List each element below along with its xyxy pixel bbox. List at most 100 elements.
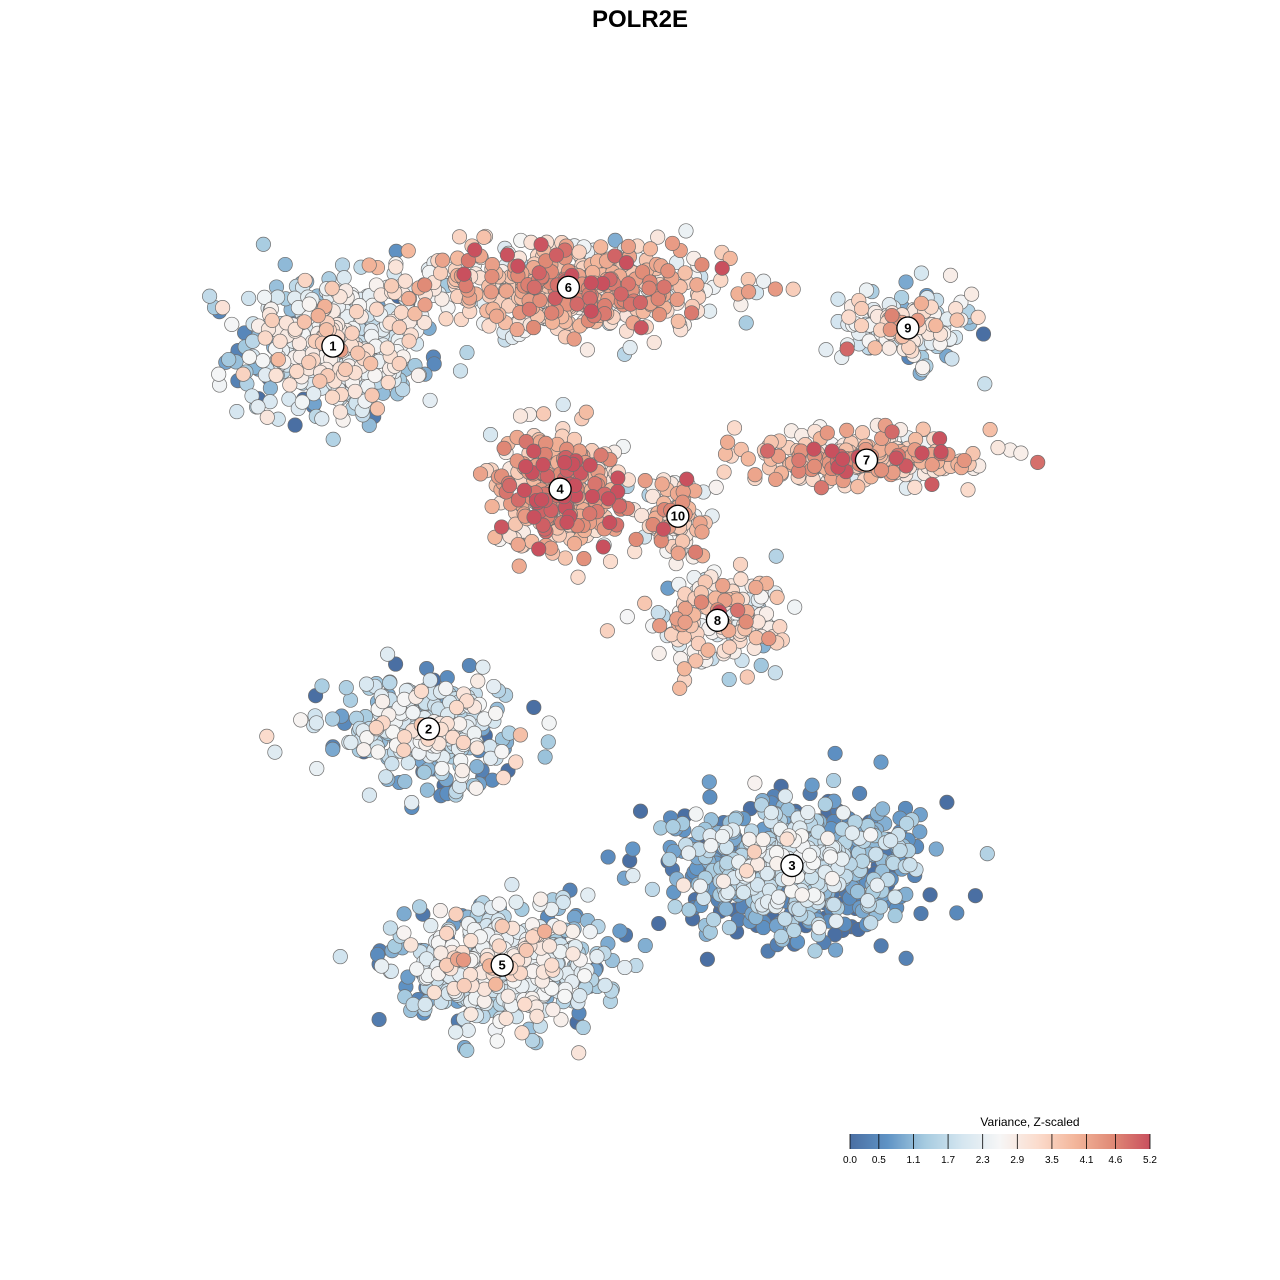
cell-point bbox=[544, 305, 560, 321]
cell-point bbox=[651, 915, 667, 932]
cell-point bbox=[361, 257, 377, 273]
cell-point bbox=[753, 657, 769, 673]
cell-point bbox=[701, 774, 717, 790]
cell-point bbox=[397, 273, 413, 289]
cell-point bbox=[526, 699, 542, 715]
cell-point bbox=[397, 729, 413, 745]
cell-point bbox=[363, 356, 379, 372]
cell-point bbox=[748, 630, 764, 646]
cell-point bbox=[494, 744, 510, 760]
cell-point bbox=[270, 351, 286, 368]
cell-point bbox=[306, 386, 322, 402]
cell-point bbox=[348, 304, 365, 320]
cell-point bbox=[489, 1033, 505, 1049]
cell-point bbox=[426, 984, 442, 1001]
cluster-label: 9 bbox=[904, 320, 911, 335]
cell-point bbox=[344, 325, 360, 341]
cell-point bbox=[881, 340, 897, 356]
cell-point bbox=[301, 354, 317, 370]
cell-point bbox=[531, 541, 547, 557]
cell-point bbox=[256, 289, 273, 305]
cell-point bbox=[687, 544, 704, 560]
cell-point bbox=[933, 444, 949, 460]
cell-point bbox=[548, 247, 565, 263]
cell-point bbox=[678, 223, 694, 239]
cell-point bbox=[644, 881, 660, 897]
cell-point bbox=[641, 280, 657, 296]
cell-point bbox=[582, 457, 598, 473]
cell-point bbox=[1030, 454, 1046, 470]
cell-point bbox=[267, 744, 283, 760]
cell-point bbox=[600, 491, 616, 507]
cell-point bbox=[800, 804, 816, 821]
cell-point bbox=[823, 849, 839, 865]
cell-point bbox=[652, 618, 668, 634]
cell-point bbox=[361, 787, 377, 803]
cell-point bbox=[912, 824, 928, 840]
cluster-label: 8 bbox=[714, 613, 721, 628]
cell-point bbox=[818, 342, 834, 358]
cell-point bbox=[533, 236, 549, 253]
cell-point bbox=[826, 772, 842, 789]
cell-point bbox=[694, 257, 710, 273]
cell-point bbox=[637, 473, 653, 489]
colorbar-tick-label: 0.5 bbox=[872, 1155, 886, 1166]
cell-point bbox=[470, 673, 486, 689]
cell-point bbox=[526, 279, 542, 295]
cell-point bbox=[336, 270, 352, 286]
colorbar-legend: Variance, Z-scaled 0.0 0.5 1.1 1.7 2.3 2.9 3.5… bbox=[843, 1115, 1157, 1166]
cell-point bbox=[760, 443, 776, 459]
cell-point bbox=[667, 899, 683, 915]
cell-point bbox=[472, 466, 489, 482]
cell-point bbox=[531, 265, 547, 281]
cell-point bbox=[434, 252, 451, 268]
cell-point bbox=[294, 394, 310, 410]
cell-point bbox=[779, 831, 795, 847]
cell-point bbox=[894, 289, 910, 306]
cell-point bbox=[677, 265, 693, 281]
cell-point bbox=[807, 943, 823, 959]
cell-point bbox=[570, 569, 586, 585]
cell-point bbox=[607, 232, 623, 248]
cell-point bbox=[576, 551, 592, 567]
cell-point bbox=[811, 920, 827, 936]
cell-point bbox=[747, 467, 763, 483]
cell-point bbox=[405, 705, 421, 721]
cell-point bbox=[334, 257, 351, 273]
cell-point bbox=[370, 744, 386, 760]
cell-point bbox=[700, 642, 716, 658]
cell-point bbox=[451, 229, 468, 245]
cell-point bbox=[804, 777, 820, 793]
cell-point bbox=[932, 431, 948, 447]
cell-point bbox=[448, 906, 464, 922]
cell-point bbox=[1013, 445, 1029, 461]
cell-point bbox=[259, 409, 275, 425]
cell-point bbox=[489, 308, 505, 324]
cell-point bbox=[720, 434, 736, 450]
cell-point bbox=[526, 320, 542, 336]
cell-point bbox=[721, 639, 738, 655]
cell-point bbox=[483, 750, 499, 766]
cell-point bbox=[661, 851, 677, 867]
cell-point bbox=[828, 913, 844, 929]
cell-point bbox=[708, 479, 724, 495]
cluster-label: 2 bbox=[425, 721, 432, 736]
cell-point bbox=[535, 457, 551, 473]
cell-point bbox=[541, 938, 558, 954]
cell-point bbox=[913, 265, 929, 281]
cell-point bbox=[521, 301, 537, 317]
cell-point bbox=[613, 286, 629, 302]
cell-point bbox=[482, 427, 499, 443]
cell-point bbox=[577, 968, 593, 984]
cell-point bbox=[496, 440, 512, 456]
cell-point bbox=[454, 763, 470, 779]
cell-point bbox=[404, 795, 420, 811]
cell-point bbox=[488, 705, 504, 721]
cell-point bbox=[423, 918, 439, 934]
cell-point bbox=[396, 742, 412, 758]
cell-point bbox=[835, 451, 851, 467]
colorbar-tick-label: 2.3 bbox=[976, 1155, 990, 1166]
cell-point bbox=[806, 441, 822, 457]
cell-point bbox=[841, 309, 857, 325]
cell-point bbox=[738, 863, 755, 879]
